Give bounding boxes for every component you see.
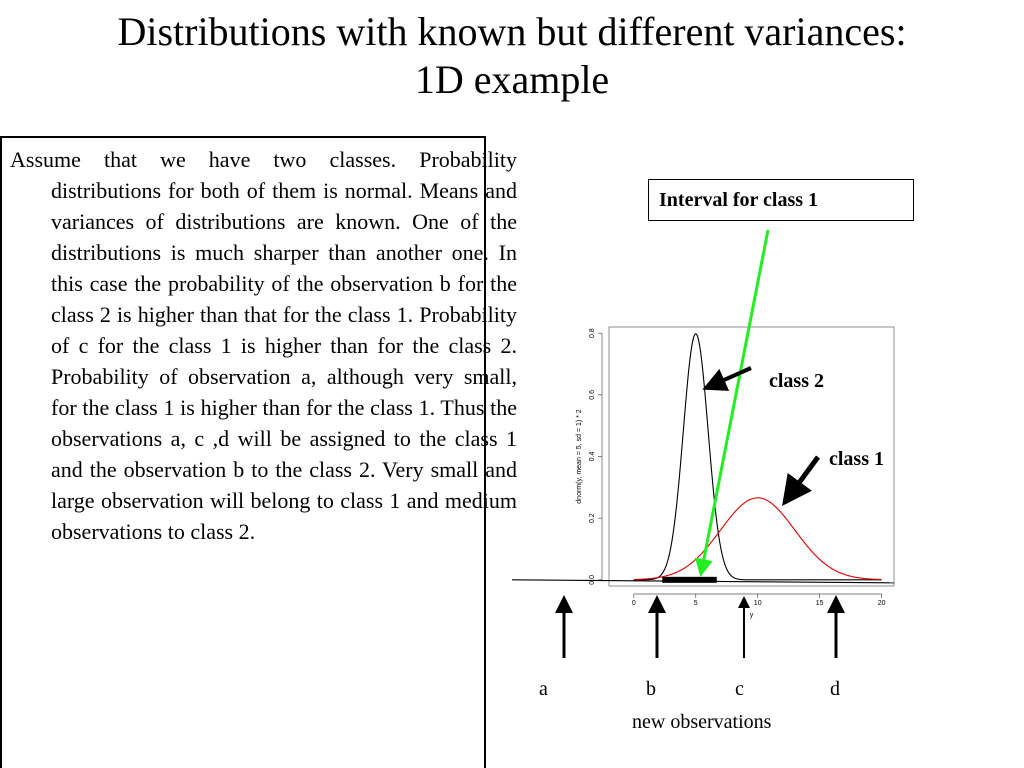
y-tick-label: 0.2 (589, 513, 596, 523)
chart-annotations (511, 229, 895, 658)
x-tick-label: 5 (694, 600, 698, 607)
slide-title: Distributions with known but different v… (0, 8, 1024, 104)
class1-pointer-arrow (782, 455, 821, 507)
observation-label-d: d (830, 678, 840, 700)
class2-pointer-arrow (702, 366, 752, 391)
body-paragraph: Assume that we have two classes. Probabi… (10, 147, 517, 544)
class2-label: class 2 (769, 370, 824, 392)
observation-label-a: a (539, 678, 548, 700)
x-tick-label: 15 (816, 600, 824, 607)
x-tick-label: 0 (632, 600, 636, 607)
observations-caption: new observations (632, 711, 772, 733)
y-tick-label: 0.4 (589, 452, 596, 462)
observation-label-b: b (646, 678, 656, 700)
y-tick-label: 0.8 (589, 328, 596, 338)
chart-axes: 0 5 10 15 20 y 0.0 0.2 0.4 0.6 0.8 dnorm(y, mean = … (576, 326, 895, 619)
density-curve-class-2 (633, 333, 882, 581)
x-axis-label: y (750, 612, 754, 619)
interval-bar (662, 576, 717, 583)
interval-label-box: Interval for class 1 (648, 179, 914, 221)
y-tick-label: 0.0 (589, 575, 596, 585)
x-tick-label: 20 (878, 600, 886, 607)
interval-pointer-arrow (695, 229, 770, 577)
slide-title-line-2: 1D example (414, 57, 610, 102)
density-curve-class-1 (633, 497, 882, 581)
chart-curves (633, 333, 882, 581)
x-tick-label: 10 (754, 600, 762, 607)
observation-label-c: c (735, 678, 744, 700)
plot-frame (608, 326, 895, 587)
class1-label: class 1 (829, 448, 884, 470)
y-tick-label: 0.6 (589, 390, 596, 400)
slide-title-line-1: Distributions with known but different v… (117, 9, 907, 54)
y-axis-label: dnorm(y, mean = 5, sd = 1) * 2 (576, 409, 583, 504)
text-panel: Assume that we have two classes. Probabi… (0, 136, 517, 768)
